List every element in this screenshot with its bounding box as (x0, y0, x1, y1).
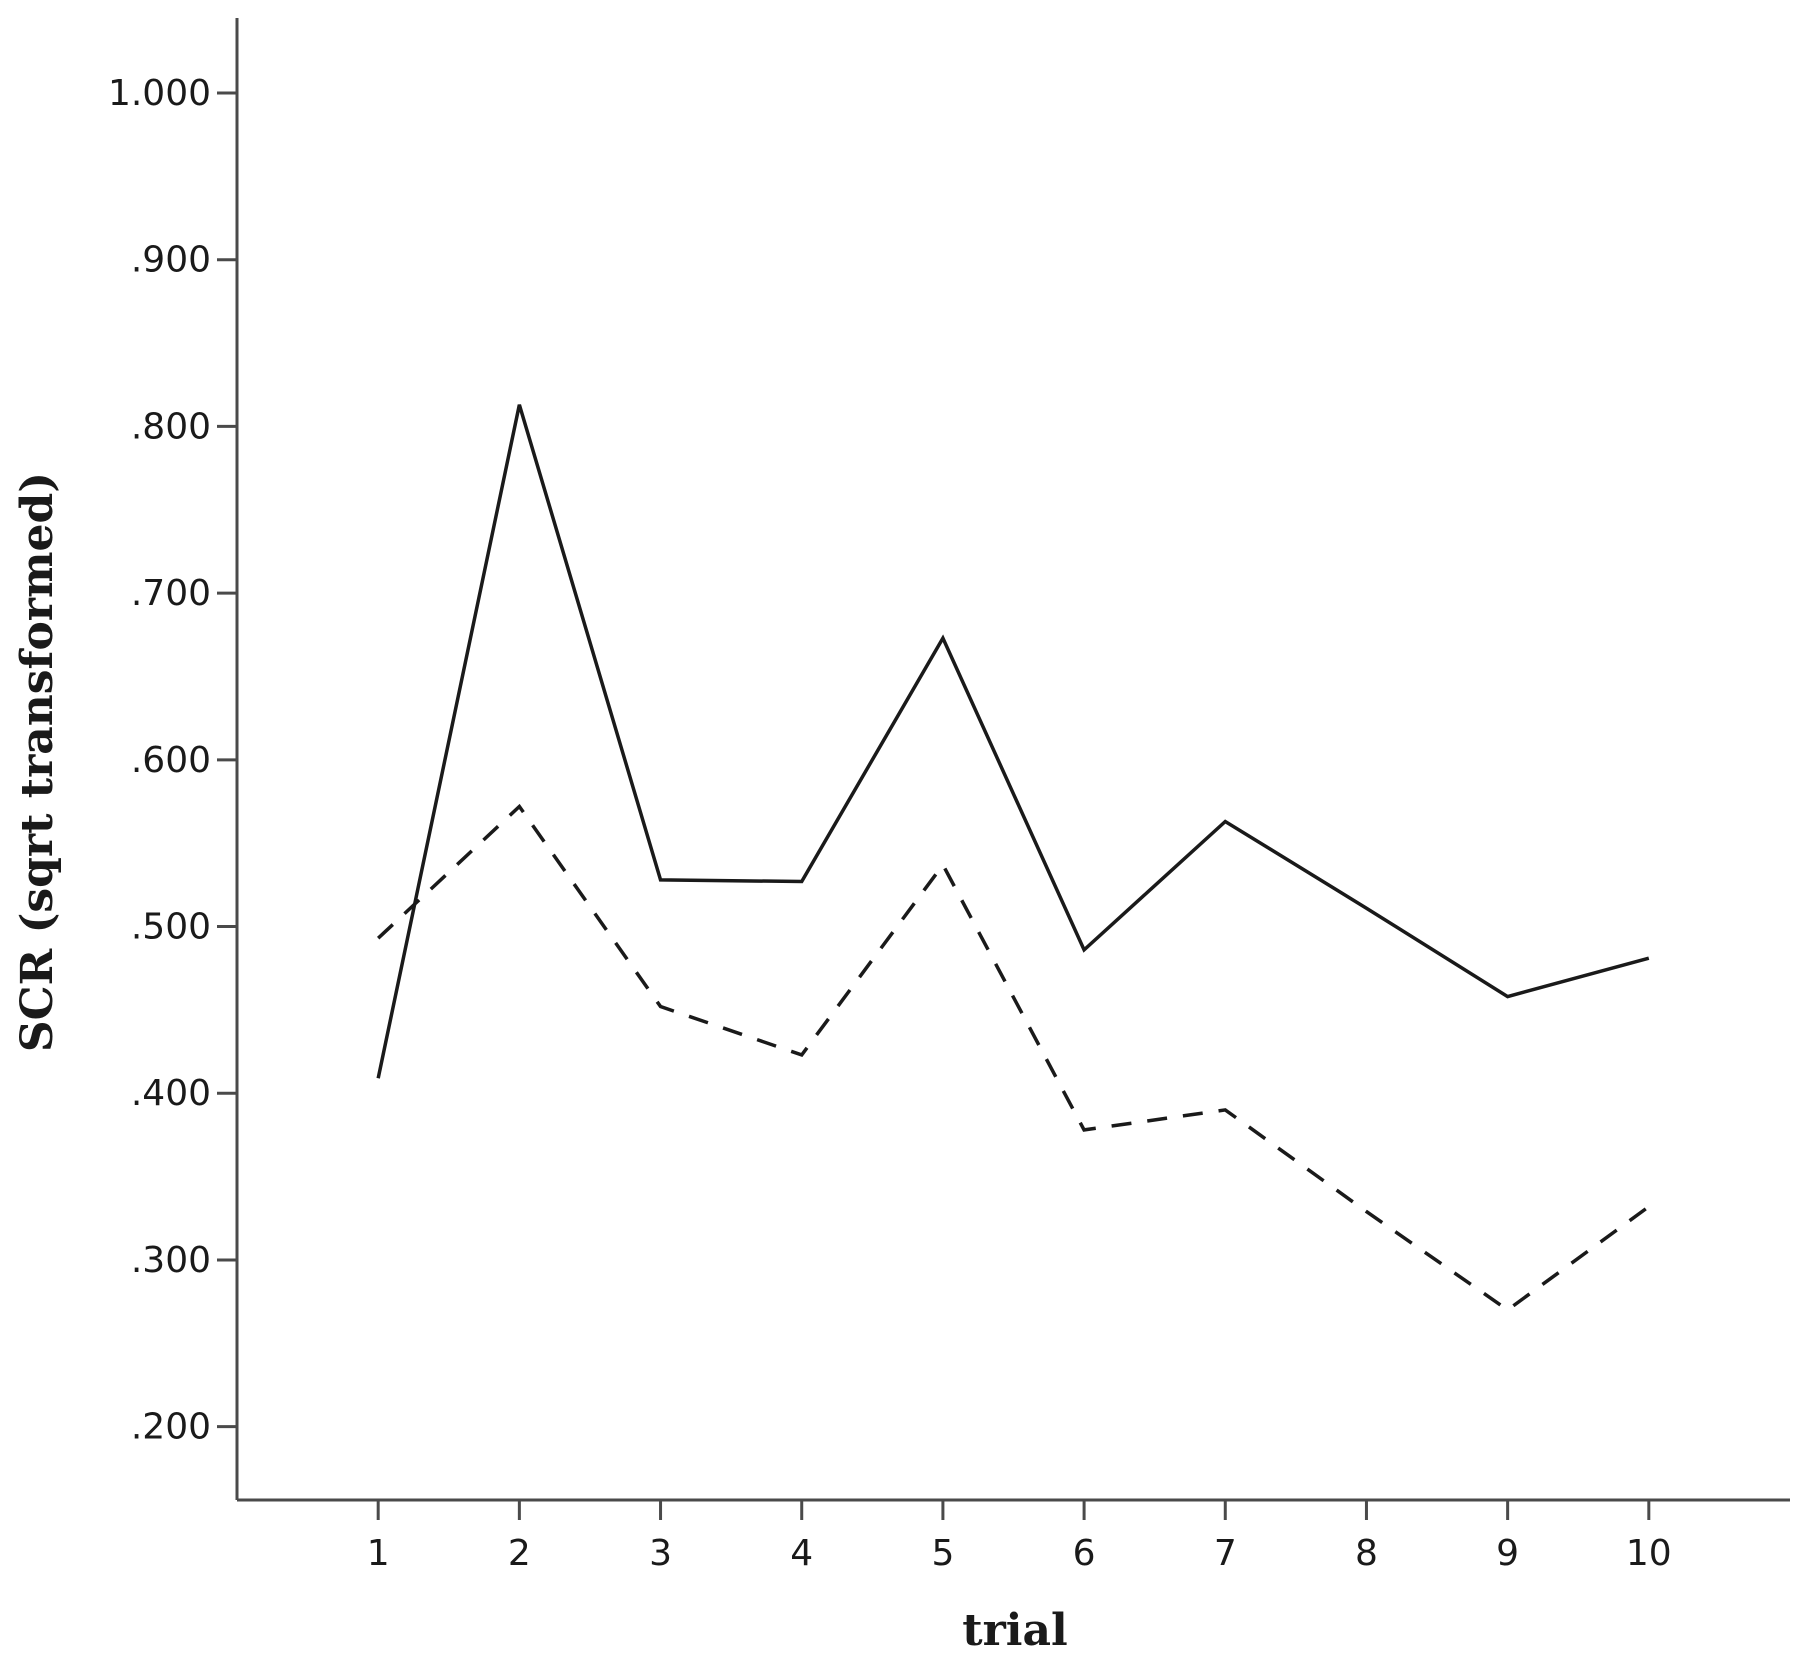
x-tick-label: 1 (367, 1533, 390, 1574)
y-tick-label: .800 (131, 406, 211, 447)
x-tick-label: 6 (1073, 1533, 1096, 1574)
y-axis-title: SCR (sqrt transformed) (12, 472, 63, 1052)
x-tick-label: 4 (790, 1533, 813, 1574)
dashed-series-line (376, 803, 1650, 1313)
y-tick-label: 1.000 (108, 73, 211, 114)
y-axis-ticks: .200 .300 .400 .500 .600 .700 .800 .900 1.000 (108, 73, 237, 1448)
x-axis-ticks: 1 2 3 4 5 6 7 8 9 10 (367, 1500, 1672, 1574)
x-tick-label: 5 (931, 1533, 954, 1574)
x-tick-label: 2 (508, 1533, 531, 1574)
x-axis-title: trial (962, 1605, 1067, 1656)
y-tick-label: .400 (131, 1073, 211, 1114)
y-tick-label: .600 (131, 740, 211, 781)
y-tick-label: .300 (131, 1240, 211, 1281)
y-tick-label: .700 (131, 573, 211, 614)
solid-series-line (376, 404, 1650, 1079)
axes (235, 18, 1790, 1502)
x-tick-label: 10 (1626, 1533, 1672, 1574)
x-tick-label: 7 (1214, 1533, 1237, 1574)
x-tick-label: 3 (649, 1533, 672, 1574)
series-layer (376, 404, 1650, 1313)
y-tick-label: .900 (131, 240, 211, 281)
x-tick-label: 8 (1355, 1533, 1378, 1574)
y-tick-label: .200 (131, 1407, 211, 1448)
x-tick-label: 9 (1496, 1533, 1519, 1574)
y-tick-label: .500 (131, 907, 211, 948)
